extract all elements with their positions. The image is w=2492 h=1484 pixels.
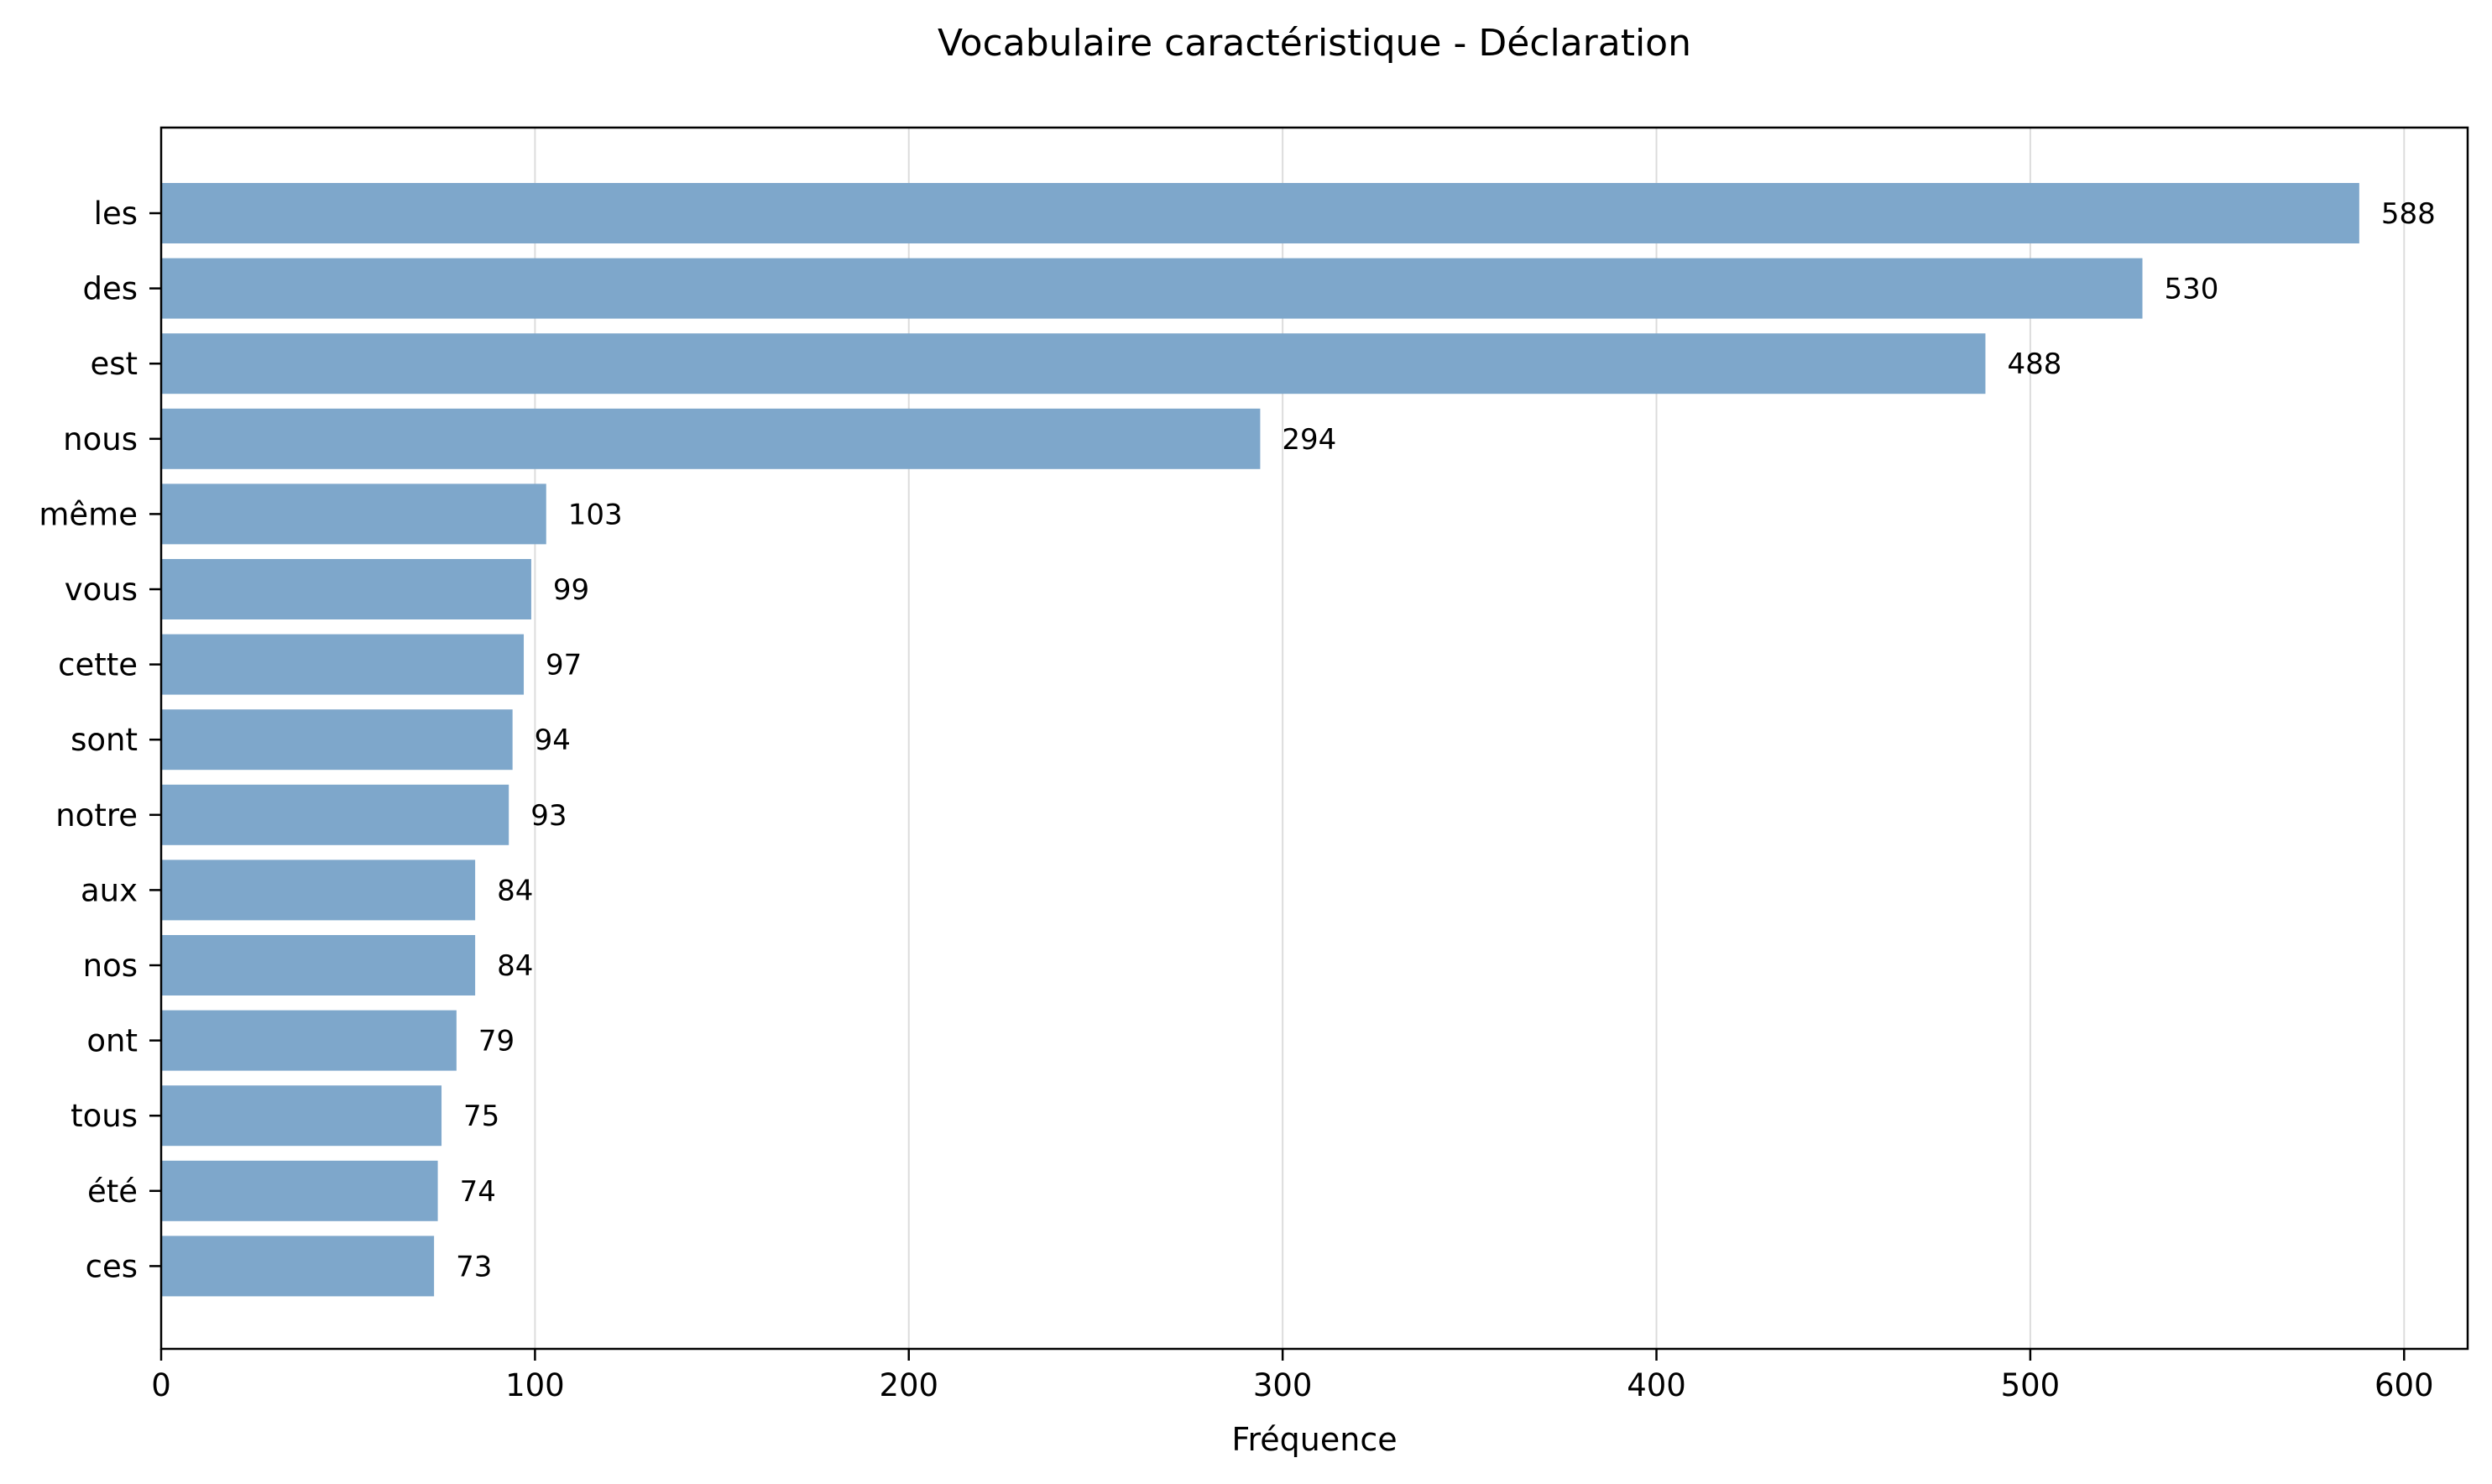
bar bbox=[161, 483, 546, 545]
data-label: 103 bbox=[568, 498, 623, 531]
bar bbox=[161, 634, 525, 695]
data-label: 294 bbox=[1282, 423, 1336, 457]
x-tick-label: 200 bbox=[879, 1367, 938, 1403]
y-tick-label: tous bbox=[71, 1098, 138, 1134]
bar bbox=[161, 709, 513, 771]
x-tick-label: 500 bbox=[2001, 1367, 2061, 1403]
data-label: 588 bbox=[2381, 197, 2436, 231]
y-axis-ticks: les des est nous même vous cette sont notre aux no… bbox=[39, 196, 161, 1284]
x-axis-ticks: 0 100 200 300 400 500 600 bbox=[151, 1349, 2434, 1403]
y-tick-label: nos bbox=[83, 948, 138, 984]
y-tick-label: des bbox=[82, 271, 138, 307]
y-tick-label: nous bbox=[63, 421, 138, 457]
y-tick-label: été bbox=[87, 1173, 138, 1210]
plot-frame bbox=[159, 126, 2469, 1351]
data-label: 97 bbox=[546, 649, 582, 682]
data-label: 74 bbox=[460, 1175, 496, 1209]
data-label: 99 bbox=[553, 573, 589, 607]
data-label: 79 bbox=[478, 1025, 515, 1058]
data-label: 73 bbox=[456, 1250, 492, 1283]
data-label: 84 bbox=[497, 949, 533, 983]
bar bbox=[161, 860, 476, 921]
data-label: 84 bbox=[497, 874, 533, 907]
bar bbox=[161, 559, 531, 619]
x-tick-label: 600 bbox=[2374, 1367, 2434, 1403]
bar bbox=[161, 1010, 457, 1071]
y-tick-label: ont bbox=[86, 1023, 138, 1059]
y-tick-label: les bbox=[94, 196, 138, 232]
x-tick-label: 0 bbox=[151, 1367, 171, 1403]
chart-title: Vocabulaire caractéristique - Déclaratio… bbox=[938, 22, 1691, 65]
y-tick-label: sont bbox=[71, 722, 138, 758]
x-axis-label: Fréquence bbox=[1231, 1421, 1397, 1458]
y-tick-label: ces bbox=[86, 1248, 138, 1284]
data-labels-layer: 588 530 488 294 103 99 97 94 93 84 84 79 75 74 73 bbox=[456, 197, 2436, 1283]
y-tick-label: aux bbox=[81, 872, 138, 908]
bar bbox=[161, 1085, 442, 1147]
x-tick-label: 100 bbox=[505, 1367, 565, 1403]
x-tick-label: 300 bbox=[1253, 1367, 1313, 1403]
y-tick-label: notre bbox=[55, 797, 138, 833]
y-tick-label: vous bbox=[65, 572, 138, 608]
bars-layer bbox=[161, 183, 2359, 1297]
bar bbox=[161, 408, 1261, 469]
data-label: 530 bbox=[2165, 273, 2219, 306]
data-label: 94 bbox=[535, 724, 571, 757]
bar bbox=[161, 784, 509, 845]
x-tick-label: 400 bbox=[1627, 1367, 1686, 1403]
data-label: 75 bbox=[463, 1100, 499, 1133]
bar bbox=[161, 258, 2143, 319]
bar bbox=[161, 1236, 435, 1297]
y-tick-label: même bbox=[39, 496, 138, 532]
grid-layer bbox=[160, 128, 2406, 1349]
bar bbox=[161, 183, 2359, 243]
bar bbox=[161, 333, 1986, 395]
y-tick-label: est bbox=[90, 346, 138, 382]
bar bbox=[161, 935, 476, 995]
bar bbox=[161, 1160, 438, 1221]
data-label: 488 bbox=[2007, 347, 2061, 381]
y-tick-label: cette bbox=[58, 647, 138, 683]
data-label: 93 bbox=[530, 799, 567, 833]
